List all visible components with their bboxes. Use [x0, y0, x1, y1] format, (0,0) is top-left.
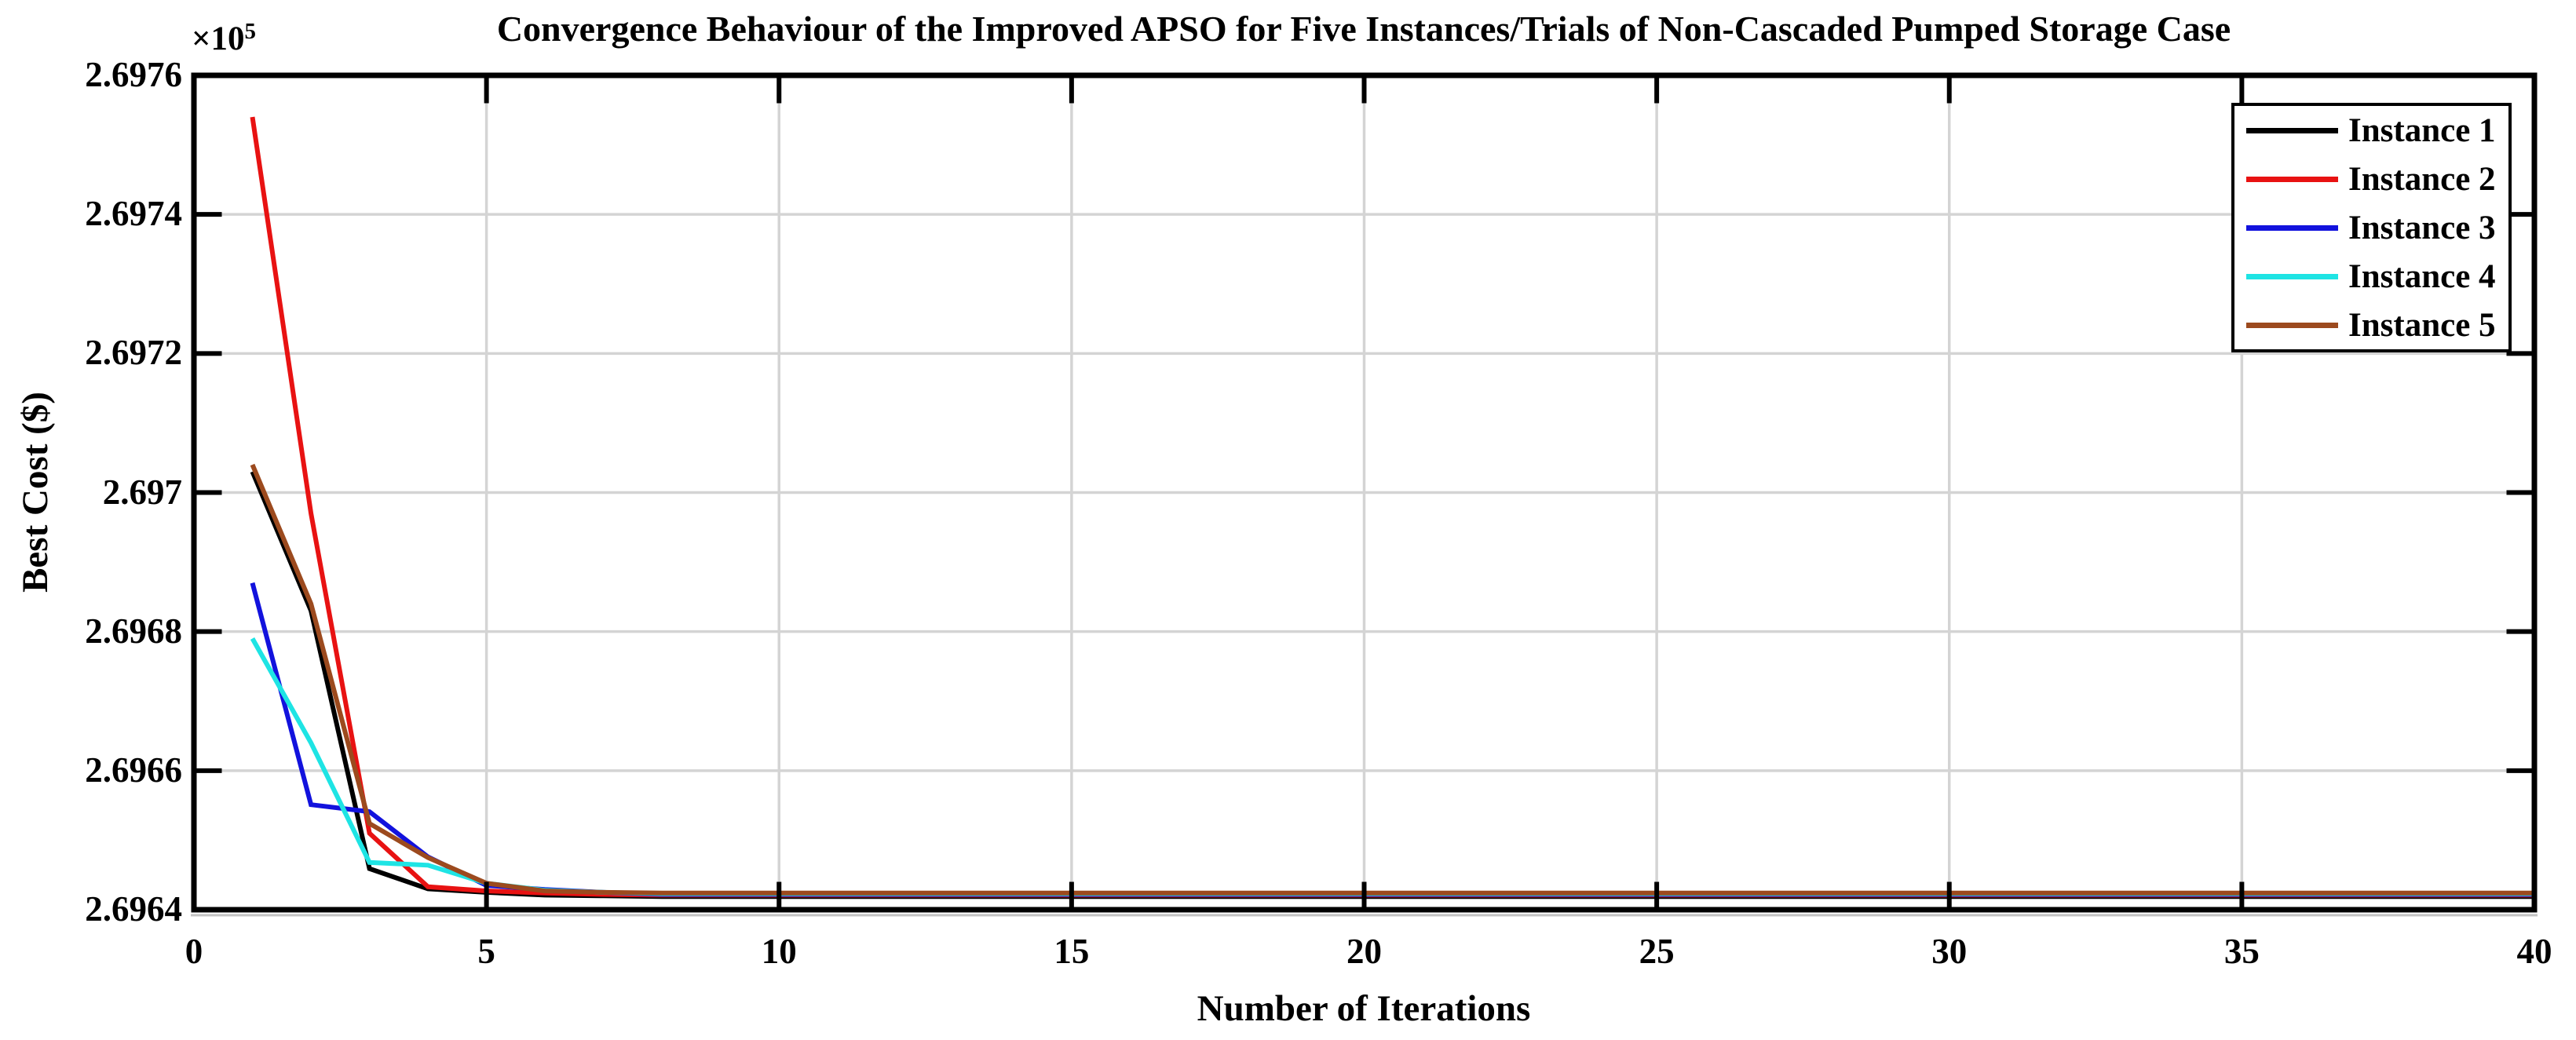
x-tick-label: 15 [1054, 932, 1090, 971]
y-tick-label: 2.6974 [85, 194, 182, 234]
y-tick-label: 2.6964 [85, 889, 182, 929]
legend-item: Instance 1 [2234, 106, 2508, 155]
legend-line-swatch [2246, 176, 2338, 182]
x-tick-label: 20 [1346, 932, 1382, 971]
y-tick-label: 2.6966 [85, 750, 182, 790]
legend-item-label: Instance 5 [2348, 306, 2496, 344]
legend-item-label: Instance 2 [2348, 160, 2496, 198]
legend-line-swatch [2246, 273, 2338, 279]
y-tick-label: 2.6968 [85, 611, 182, 651]
legend-item: Instance 5 [2234, 301, 2508, 349]
x-tick-label: 40 [2516, 932, 2552, 971]
x-tick-label: 0 [185, 932, 203, 971]
y-exponent-base: ×10 [192, 20, 245, 57]
legend-item-label: Instance 4 [2348, 257, 2496, 295]
y-axis-exponent-label: ×105 [192, 19, 256, 58]
legend-item: Instance 2 [2234, 155, 2508, 203]
y-tick-label: 2.6976 [85, 54, 182, 94]
legend-item: Instance 3 [2234, 203, 2508, 252]
legend-line-swatch [2246, 224, 2338, 231]
legend-item: Instance 4 [2234, 252, 2508, 301]
legend-item-label: Instance 3 [2348, 209, 2496, 246]
x-axis-label: Number of Iterations [1197, 988, 1531, 1029]
y-tick-label: 2.697 [102, 472, 182, 512]
x-tick-label: 5 [477, 932, 495, 971]
y-exponent-power: 5 [244, 19, 257, 44]
x-tick-label: 35 [2223, 932, 2260, 971]
x-tick-label: 30 [1931, 932, 1968, 971]
y-axis-label: Best Cost ($) [15, 392, 56, 593]
legend-line-swatch [2246, 322, 2338, 328]
legend-item-label: Instance 1 [2348, 111, 2496, 149]
legend-line-swatch [2246, 127, 2338, 133]
y-tick-label: 2.6972 [85, 333, 182, 373]
chart-title: Convergence Behaviour of the Improved AP… [496, 9, 2231, 49]
x-tick-label: 10 [761, 932, 797, 971]
legend: Instance 1 Instance 2 Instance 3 Instance 4… [2231, 103, 2512, 352]
x-tick-label: 25 [1639, 932, 1675, 971]
